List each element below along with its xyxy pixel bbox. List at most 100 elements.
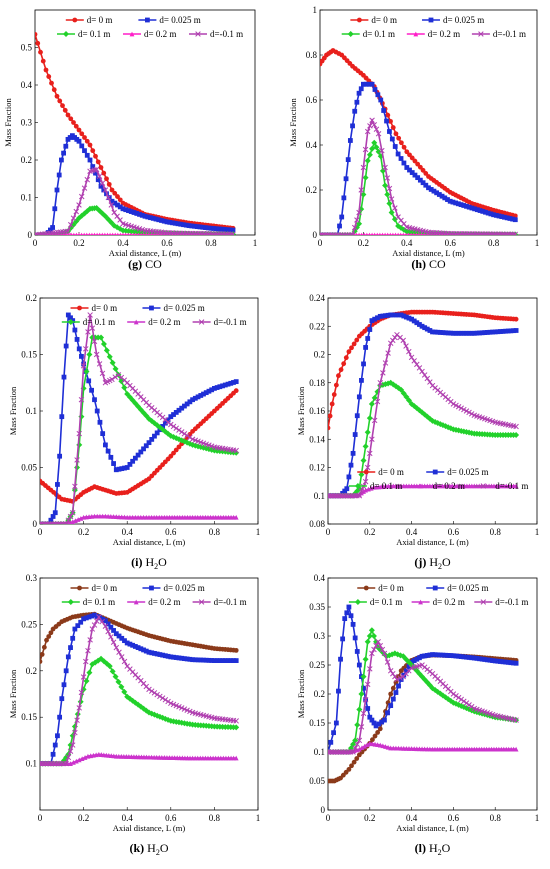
legend-label: d=-0.1 m (495, 597, 528, 607)
data-point (504, 215, 510, 221)
data-point (366, 415, 373, 422)
data-point (350, 749, 356, 755)
data-point (391, 216, 398, 223)
data-point (82, 232, 86, 235)
data-point (385, 312, 391, 318)
data-point (98, 232, 101, 235)
data-point (371, 394, 378, 401)
caption-species: O (158, 555, 167, 569)
data-point (114, 232, 117, 235)
data-point (375, 639, 381, 645)
data-point (379, 646, 386, 653)
data-point (105, 216, 112, 223)
data-point (495, 329, 501, 335)
data-point (334, 492, 341, 499)
data-point (148, 688, 155, 694)
data-point (437, 330, 443, 335)
data-point (356, 209, 362, 216)
data-point (344, 486, 350, 492)
legend-label: d= 0.2 m (433, 481, 465, 491)
data-point (513, 423, 519, 430)
legend-item: d= 0.1 m (57, 29, 110, 39)
data-point (61, 682, 67, 688)
chart-panel: 0 0.2 0.4 0.6 0.8 1 0 0.1 0.2 0.3 0.4 0.5 Axial dist… (3, 9, 257, 271)
data-point (370, 737, 375, 743)
data-point (228, 380, 234, 386)
data-point (461, 698, 467, 705)
data-point (71, 120, 76, 125)
caption-subscript: 2 (438, 848, 442, 857)
data-point (423, 171, 429, 176)
legend-swatch-marker (478, 31, 484, 37)
data-point (96, 173, 103, 180)
data-point (405, 397, 412, 404)
legend-swatch-marker (480, 599, 487, 605)
data-point (127, 641, 133, 647)
data-point (192, 657, 198, 663)
data-point (356, 746, 362, 752)
data-point (466, 409, 472, 416)
data-point (108, 624, 114, 630)
data-point (120, 206, 126, 212)
series (320, 117, 519, 235)
data-point (194, 224, 200, 230)
data-point (358, 86, 364, 92)
data-point (80, 232, 83, 235)
legend-swatch-marker (195, 31, 201, 37)
data-point (121, 232, 125, 235)
y-axis-label: Mass Fraction (296, 386, 306, 435)
data-point (165, 653, 171, 659)
data-point (87, 312, 93, 318)
y-tick-label: 0.15 (21, 712, 37, 722)
data-point (365, 706, 371, 711)
data-point (366, 81, 372, 87)
data-point (65, 517, 72, 523)
legend-label: d= 0.1 m (370, 481, 402, 491)
data-point (171, 654, 176, 660)
y-tick-label: 0.12 (309, 463, 325, 473)
data-point (347, 138, 353, 143)
data-point (381, 108, 387, 113)
data-point (387, 668, 394, 674)
caption-species: O (442, 841, 451, 855)
data-point (372, 733, 378, 739)
legend-label: d= 0.025 m (447, 583, 488, 593)
data-point (382, 717, 387, 723)
legend-swatch-marker (356, 17, 362, 23)
data-point (472, 206, 478, 212)
data-point (70, 635, 76, 641)
legend-item: d=-0.1 m (192, 597, 247, 607)
data-point (233, 379, 239, 385)
data-point (376, 232, 379, 235)
data-point (73, 123, 79, 129)
data-point (415, 175, 421, 181)
data-point (485, 210, 491, 216)
data-point (90, 164, 96, 169)
data-point (479, 656, 485, 662)
data-point (461, 406, 467, 413)
data-point (398, 386, 405, 393)
data-point (419, 323, 425, 329)
data-point (65, 754, 72, 761)
legend-label: d=-0.1 m (214, 317, 247, 327)
data-point (370, 232, 374, 235)
data-point (109, 187, 115, 193)
data-point (173, 447, 179, 453)
data-point (390, 337, 396, 344)
data-point (111, 232, 114, 235)
data-point (447, 198, 453, 204)
data-point (341, 361, 347, 367)
data-point (127, 461, 133, 467)
data-point (182, 403, 187, 409)
legend-swatch-marker (432, 585, 438, 591)
data-point (61, 150, 66, 156)
data-point (451, 653, 456, 659)
data-point (233, 658, 239, 663)
y-tick-label: 0.18 (309, 378, 325, 388)
data-point (380, 370, 386, 376)
series-line (40, 614, 237, 765)
data-point (63, 668, 69, 674)
legend-swatch-marker (413, 31, 419, 37)
series-line (35, 168, 234, 235)
data-point (69, 742, 76, 748)
